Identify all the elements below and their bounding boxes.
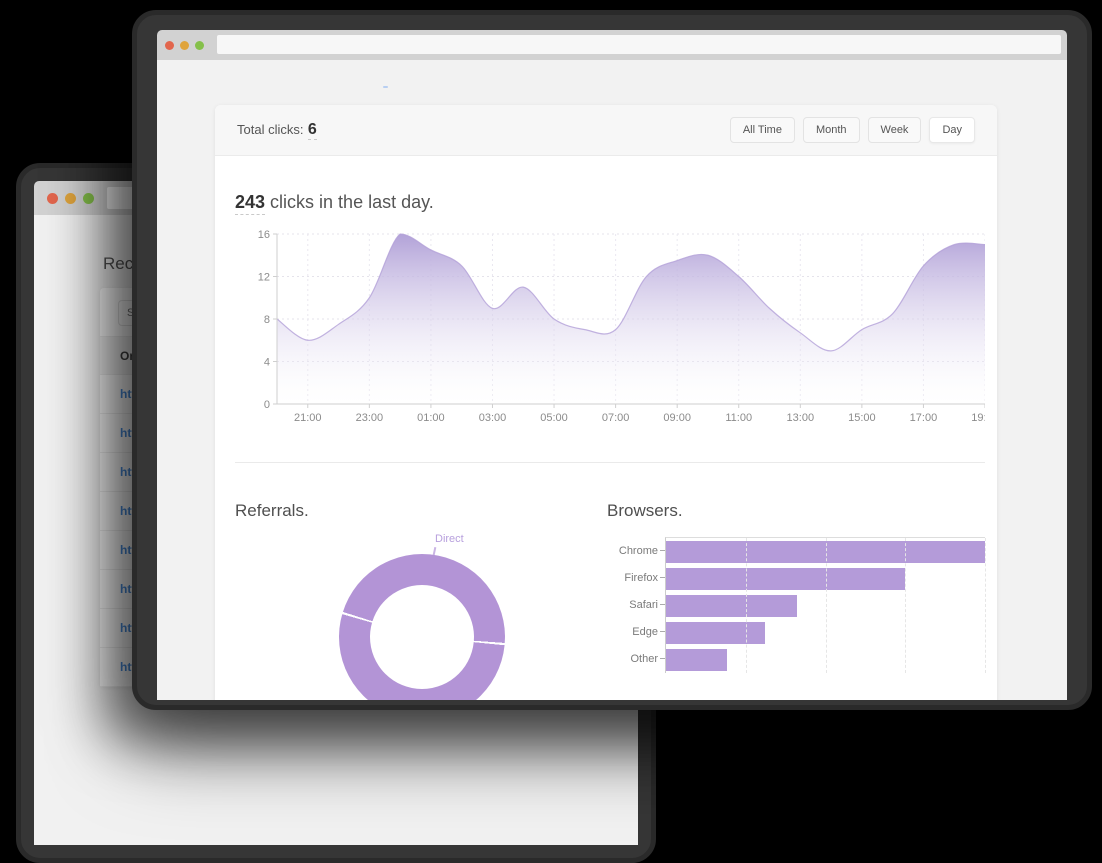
close-window-icon[interactable] xyxy=(165,40,174,50)
svg-text:15:00: 15:00 xyxy=(848,412,876,424)
bar-category-label: Other xyxy=(607,645,665,672)
total-clicks-label: Total clicks: xyxy=(237,122,304,137)
svg-text:0: 0 xyxy=(264,399,270,411)
range-button-week[interactable]: Week xyxy=(867,117,922,143)
svg-text:13:00: 13:00 xyxy=(787,412,815,424)
close-window-icon[interactable] xyxy=(47,192,58,204)
section-divider xyxy=(235,462,985,463)
bar-category-label: Safari xyxy=(607,591,665,618)
bar-gridline xyxy=(985,538,986,673)
svg-text:19:00: 19:00 xyxy=(971,412,985,424)
bar-edge xyxy=(666,621,765,644)
bar-row xyxy=(666,565,985,592)
axis-tick xyxy=(660,631,665,632)
bar-gridline xyxy=(905,538,907,673)
front-browser-toolbar xyxy=(157,30,1067,60)
svg-text:8: 8 xyxy=(264,314,270,326)
donut-hole xyxy=(370,585,474,689)
svg-text:07:00: 07:00 xyxy=(602,412,630,424)
analytics-card: Total clicks: 6 All Time Month Week Day 243… xyxy=(215,105,999,700)
range-button-all-time[interactable]: All Time xyxy=(729,117,795,143)
range-buttons: All Time Month Week Day xyxy=(729,117,975,143)
clicks-headline-text: clicks in the last day. xyxy=(265,192,434,212)
clicks-count: 243 xyxy=(235,192,266,215)
referrals-chart: Direct xyxy=(235,521,587,700)
range-button-month[interactable]: Month xyxy=(802,117,860,143)
bar-category-label: Chrome xyxy=(607,537,665,564)
svg-text:17:00: 17:00 xyxy=(910,412,938,424)
browsers-title: Browsers. xyxy=(607,501,683,520)
donut-slice-label: Direct xyxy=(435,533,464,545)
address-bar[interactable] xyxy=(217,35,1061,54)
minimize-window-icon[interactable] xyxy=(65,192,76,204)
axis-tick xyxy=(660,658,665,659)
bar-firefox xyxy=(666,567,906,590)
analytics-card-body: 243 clicks in the last day. 0 4 8 12 16 21:00… xyxy=(215,156,999,700)
browsers-section: Browsers. Chrome Firefox Safari Edge Other xyxy=(607,501,986,673)
svg-text:01:00: 01:00 xyxy=(417,412,445,424)
svg-text:03:00: 03:00 xyxy=(479,412,507,424)
bar-gridline xyxy=(825,538,827,673)
clicks-area-chart: 0 4 8 12 16 21:00 23:00 01:00 03:00 05:00 07:00 09:… xyxy=(258,229,999,424)
referrals-donut xyxy=(339,554,505,700)
bar-other xyxy=(666,648,727,671)
bar-category-label: Firefox xyxy=(607,564,665,591)
maximize-window-icon[interactable] xyxy=(83,192,94,204)
clicks-headline: 243 clicks in the last day. xyxy=(235,192,985,215)
analytics-page: Total clicks: 6 All Time Month Week Day 243… xyxy=(157,60,1067,700)
svg-text:4: 4 xyxy=(264,357,270,369)
bar-row xyxy=(666,619,985,646)
svg-text:05:00: 05:00 xyxy=(540,412,568,424)
svg-text:12: 12 xyxy=(258,272,270,284)
total-clicks: Total clicks: 6 xyxy=(237,121,317,140)
total-clicks-value: 6 xyxy=(307,121,317,140)
svg-text:16: 16 xyxy=(258,229,270,241)
maximize-window-icon[interactable] xyxy=(195,40,204,50)
bar-safari xyxy=(666,594,797,617)
axis-tick xyxy=(660,577,665,578)
referrals-section: Referrals. Direct xyxy=(235,501,587,700)
front-browser-window: Total clicks: 6 All Time Month Week Day 243… xyxy=(132,10,1092,710)
bar-plot-area xyxy=(665,537,986,673)
referrals-title: Referrals. xyxy=(235,501,309,520)
svg-text:11:00: 11:00 xyxy=(725,412,752,424)
range-button-day[interactable]: Day xyxy=(929,117,975,143)
analytics-card-header: Total clicks: 6 All Time Month Week Day xyxy=(215,105,997,156)
stray-mark xyxy=(383,86,388,88)
bar-row xyxy=(666,646,985,673)
bar-category-label: Edge xyxy=(607,618,665,645)
bar-axis-labels: Chrome Firefox Safari Edge Other xyxy=(607,537,665,673)
axis-tick xyxy=(660,604,665,605)
bar-row xyxy=(666,592,985,619)
svg-text:21:00: 21:00 xyxy=(294,412,322,424)
minimize-window-icon[interactable] xyxy=(180,40,189,50)
browsers-bar-chart: Chrome Firefox Safari Edge Other xyxy=(607,537,986,673)
axis-tick xyxy=(660,550,665,551)
bar-gridline xyxy=(745,538,747,673)
svg-text:23:00: 23:00 xyxy=(356,412,384,424)
svg-text:09:00: 09:00 xyxy=(663,412,691,424)
